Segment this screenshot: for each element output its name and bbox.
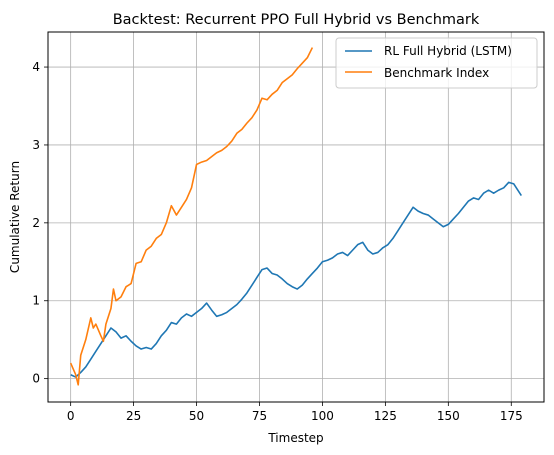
x-tick-label: 75 bbox=[252, 409, 267, 423]
legend-box bbox=[335, 37, 538, 89]
series-line-benchmark bbox=[69, 47, 314, 386]
x-tick-label: 25 bbox=[126, 409, 141, 423]
y-tick-label: 4 bbox=[32, 60, 40, 74]
axis-ticks: 0 25 50 75 100 125 150 175 0 1 2 3 4 bbox=[32, 60, 522, 423]
y-tick-label: 3 bbox=[32, 138, 40, 152]
x-tick-label: 100 bbox=[311, 409, 334, 423]
y-tick-label: 2 bbox=[32, 216, 40, 230]
y-tick-label: 0 bbox=[32, 372, 40, 386]
y-axis-label: Cumulative Return bbox=[8, 161, 22, 273]
x-tick-label: 150 bbox=[437, 409, 460, 423]
series-layer bbox=[69, 47, 523, 386]
x-tick-label: 0 bbox=[67, 409, 75, 423]
x-tick-label: 125 bbox=[374, 409, 397, 423]
x-axis-label: Timestep bbox=[267, 431, 323, 445]
legend: RL Full Hybrid (LSTM) Benchmark Index bbox=[335, 37, 538, 89]
x-tick-label: 50 bbox=[189, 409, 204, 423]
grid bbox=[48, 32, 544, 402]
chart-title: Backtest: Recurrent PPO Full Hybrid vs B… bbox=[113, 12, 480, 28]
series-line-rl-full-hybrid bbox=[70, 181, 523, 378]
x-tick-label: 175 bbox=[500, 409, 523, 423]
legend-label-benchmark: Benchmark Index bbox=[384, 66, 489, 80]
y-tick-label: 1 bbox=[32, 294, 40, 308]
plot-area-frame bbox=[47, 31, 545, 403]
legend-label-rl: RL Full Hybrid (LSTM) bbox=[384, 44, 512, 58]
